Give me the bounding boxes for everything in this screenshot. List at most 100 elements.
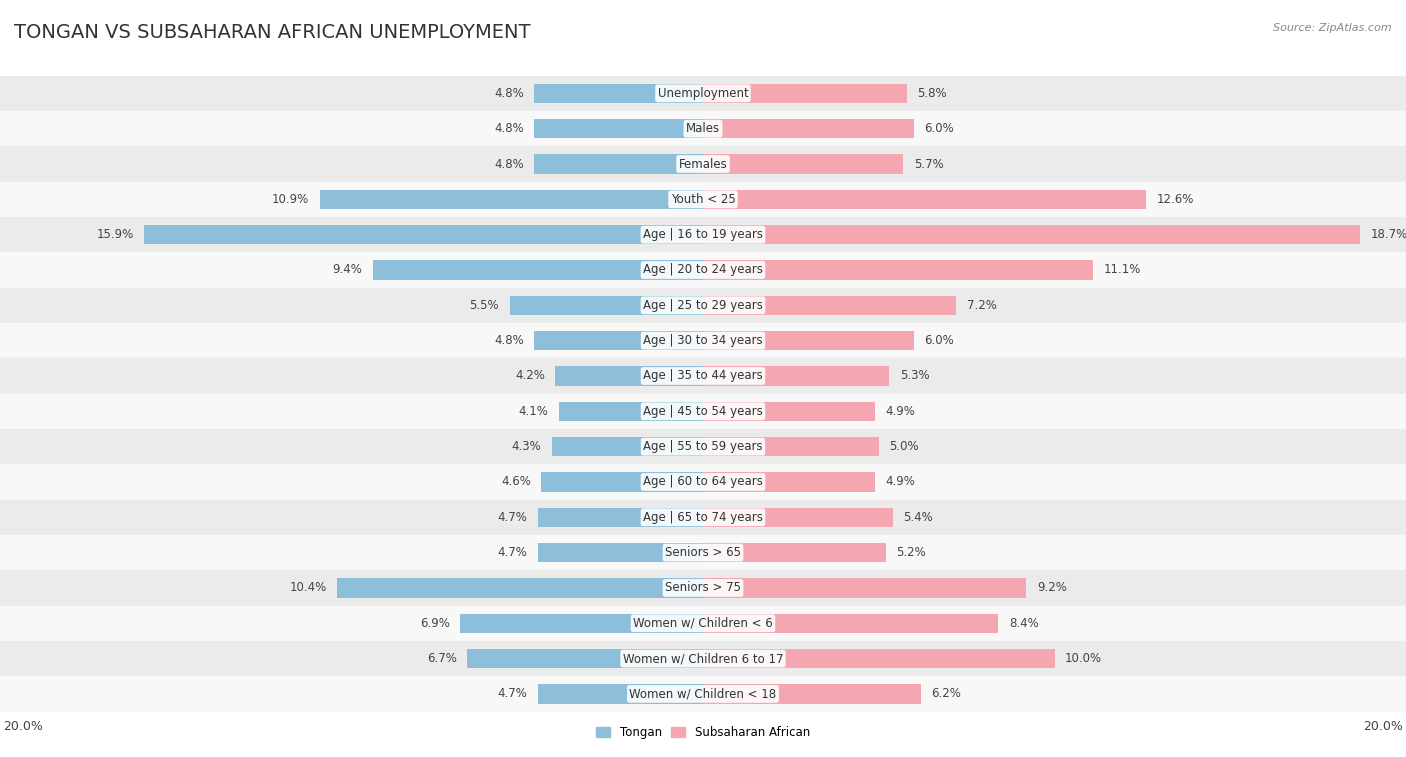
Bar: [534, 154, 703, 173]
Text: 20.0%: 20.0%: [3, 720, 42, 734]
Legend: Tongan, Subsaharan African: Tongan, Subsaharan African: [592, 721, 814, 743]
Text: 4.2%: 4.2%: [515, 369, 546, 382]
Bar: [0, 641, 1406, 676]
Bar: [537, 507, 703, 527]
Bar: [703, 401, 875, 421]
Bar: [321, 190, 703, 209]
Text: Females: Females: [679, 157, 727, 170]
Text: 4.3%: 4.3%: [512, 440, 541, 453]
Bar: [703, 190, 1146, 209]
Bar: [0, 535, 1406, 570]
Text: 4.8%: 4.8%: [494, 87, 524, 100]
Bar: [0, 217, 1406, 252]
Bar: [703, 119, 914, 139]
Text: Women w/ Children 6 to 17: Women w/ Children 6 to 17: [623, 652, 783, 665]
Bar: [703, 83, 907, 103]
Bar: [0, 500, 1406, 535]
Bar: [703, 154, 904, 173]
Bar: [537, 543, 703, 562]
Bar: [0, 252, 1406, 288]
Bar: [0, 111, 1406, 146]
Text: 5.2%: 5.2%: [897, 546, 927, 559]
Bar: [0, 146, 1406, 182]
Text: Women w/ Children < 18: Women w/ Children < 18: [630, 687, 776, 700]
Text: 4.7%: 4.7%: [498, 687, 527, 700]
Bar: [534, 119, 703, 139]
Bar: [541, 472, 703, 492]
Text: Unemployment: Unemployment: [658, 87, 748, 100]
Bar: [551, 437, 703, 456]
Text: 4.8%: 4.8%: [494, 157, 524, 170]
Bar: [703, 613, 998, 633]
Text: 4.9%: 4.9%: [886, 405, 915, 418]
Text: Age | 45 to 54 years: Age | 45 to 54 years: [643, 405, 763, 418]
Text: 6.9%: 6.9%: [420, 617, 450, 630]
Text: Age | 65 to 74 years: Age | 65 to 74 years: [643, 511, 763, 524]
Bar: [461, 613, 703, 633]
Text: 4.7%: 4.7%: [498, 511, 527, 524]
Bar: [145, 225, 703, 245]
Bar: [560, 401, 703, 421]
Text: Source: ZipAtlas.com: Source: ZipAtlas.com: [1274, 23, 1392, 33]
Text: 20.0%: 20.0%: [1364, 720, 1403, 734]
Text: 11.1%: 11.1%: [1104, 263, 1142, 276]
Text: Youth < 25: Youth < 25: [671, 193, 735, 206]
Text: 10.0%: 10.0%: [1066, 652, 1102, 665]
Text: Age | 60 to 64 years: Age | 60 to 64 years: [643, 475, 763, 488]
Bar: [703, 366, 889, 386]
Bar: [703, 507, 893, 527]
Text: TONGAN VS SUBSAHARAN AFRICAN UNEMPLOYMENT: TONGAN VS SUBSAHARAN AFRICAN UNEMPLOYMEN…: [14, 23, 530, 42]
Text: 10.4%: 10.4%: [290, 581, 326, 594]
Text: 6.0%: 6.0%: [925, 122, 955, 136]
Bar: [0, 570, 1406, 606]
Bar: [703, 331, 914, 350]
Text: 6.0%: 6.0%: [925, 334, 955, 347]
Bar: [703, 260, 1094, 280]
Bar: [337, 578, 703, 598]
Text: 5.7%: 5.7%: [914, 157, 943, 170]
Text: 4.9%: 4.9%: [886, 475, 915, 488]
Text: 4.8%: 4.8%: [494, 334, 524, 347]
Bar: [703, 578, 1026, 598]
Bar: [0, 676, 1406, 712]
Bar: [0, 394, 1406, 429]
Text: 5.0%: 5.0%: [889, 440, 920, 453]
Text: Age | 55 to 59 years: Age | 55 to 59 years: [643, 440, 763, 453]
Text: 15.9%: 15.9%: [97, 228, 134, 241]
Text: 4.8%: 4.8%: [494, 122, 524, 136]
Text: Seniors > 65: Seniors > 65: [665, 546, 741, 559]
Bar: [0, 464, 1406, 500]
Bar: [0, 323, 1406, 358]
Bar: [534, 83, 703, 103]
Bar: [0, 76, 1406, 111]
Bar: [534, 331, 703, 350]
Bar: [703, 649, 1054, 668]
Bar: [510, 296, 703, 315]
Text: 4.6%: 4.6%: [501, 475, 531, 488]
Bar: [373, 260, 703, 280]
Text: 5.3%: 5.3%: [900, 369, 929, 382]
Text: Males: Males: [686, 122, 720, 136]
Text: 9.2%: 9.2%: [1038, 581, 1067, 594]
Bar: [537, 684, 703, 704]
Text: 4.1%: 4.1%: [519, 405, 548, 418]
Bar: [555, 366, 703, 386]
Text: 6.2%: 6.2%: [932, 687, 962, 700]
Text: 7.2%: 7.2%: [967, 299, 997, 312]
Bar: [0, 288, 1406, 323]
Bar: [0, 358, 1406, 394]
Bar: [0, 606, 1406, 641]
Text: 18.7%: 18.7%: [1371, 228, 1406, 241]
Bar: [467, 649, 703, 668]
Bar: [703, 437, 879, 456]
Text: 9.4%: 9.4%: [332, 263, 363, 276]
Bar: [0, 429, 1406, 464]
Text: Age | 25 to 29 years: Age | 25 to 29 years: [643, 299, 763, 312]
Bar: [0, 182, 1406, 217]
Text: Seniors > 75: Seniors > 75: [665, 581, 741, 594]
Bar: [703, 543, 886, 562]
Text: Age | 30 to 34 years: Age | 30 to 34 years: [643, 334, 763, 347]
Bar: [703, 296, 956, 315]
Text: 10.9%: 10.9%: [273, 193, 309, 206]
Text: Age | 16 to 19 years: Age | 16 to 19 years: [643, 228, 763, 241]
